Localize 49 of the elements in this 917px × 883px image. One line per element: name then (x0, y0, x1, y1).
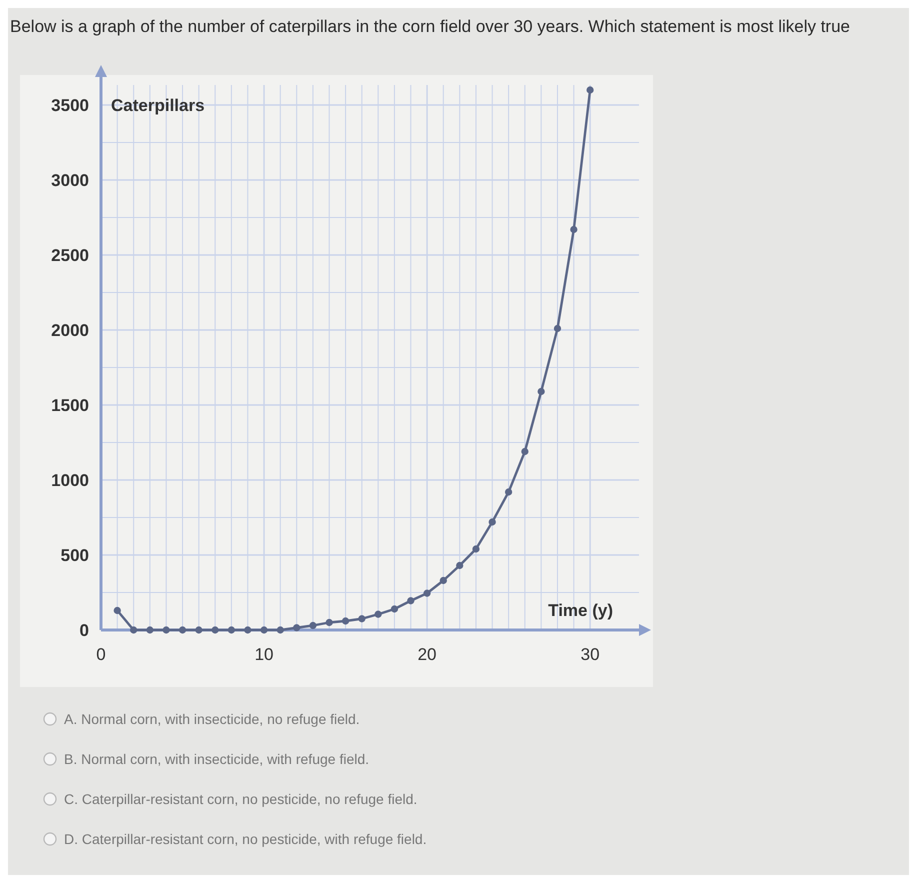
point (358, 615, 366, 622)
point (423, 590, 431, 597)
point (114, 606, 121, 614)
point (342, 617, 350, 625)
y-tick-label: 500 (60, 546, 89, 565)
point (195, 626, 202, 634)
point (586, 86, 594, 94)
point (326, 618, 333, 626)
point (130, 626, 138, 634)
point (276, 626, 284, 634)
point (309, 622, 317, 630)
y-tick-label: 3500 (51, 96, 89, 115)
point (472, 545, 480, 553)
y-tick-label: 0 (80, 621, 89, 640)
point (570, 226, 578, 234)
y-tick-label: 3000 (51, 171, 89, 190)
point (456, 562, 464, 570)
text: B. Normal corn, with insecticide, with refuge field. (64, 751, 370, 767)
point (260, 626, 268, 634)
x-tick-label: 20 (418, 645, 437, 664)
chart-title: Below is a graph of the number of caterpillars in the corn field over 30 years. Which statement is most likely true (10, 17, 850, 36)
point (162, 626, 170, 634)
point (212, 626, 219, 634)
text: D. Caterpillar-resistant corn, no pesticide, with refuge field. (64, 831, 427, 847)
y-tick-label: 1500 (51, 396, 89, 415)
y-tick-label: 2000 (51, 321, 89, 340)
point (390, 605, 398, 613)
point (504, 488, 512, 496)
point (407, 597, 414, 604)
y-tick-label: 2500 (51, 246, 89, 265)
point (244, 626, 252, 634)
point (178, 626, 186, 634)
point (228, 626, 236, 634)
y-axis-title: Caterpillars (111, 96, 205, 115)
point (521, 448, 528, 456)
point (374, 610, 382, 618)
y-tick-label: 1000 (51, 471, 89, 490)
point (554, 324, 562, 332)
point (488, 518, 496, 526)
x-tick-label: 0 (96, 645, 106, 664)
point (538, 388, 545, 396)
point (146, 626, 154, 634)
text: A. Normal corn, with insecticide, no refuge field. (64, 711, 360, 727)
x-tick-label: 30 (580, 645, 600, 664)
x-tick-label: 10 (254, 645, 274, 664)
x-axis-title: Time (y) (548, 601, 613, 620)
point (440, 576, 447, 584)
text: C. Caterpillar-resistant corn, no pesticide, no refuge field. (64, 791, 418, 807)
point (293, 624, 300, 632)
